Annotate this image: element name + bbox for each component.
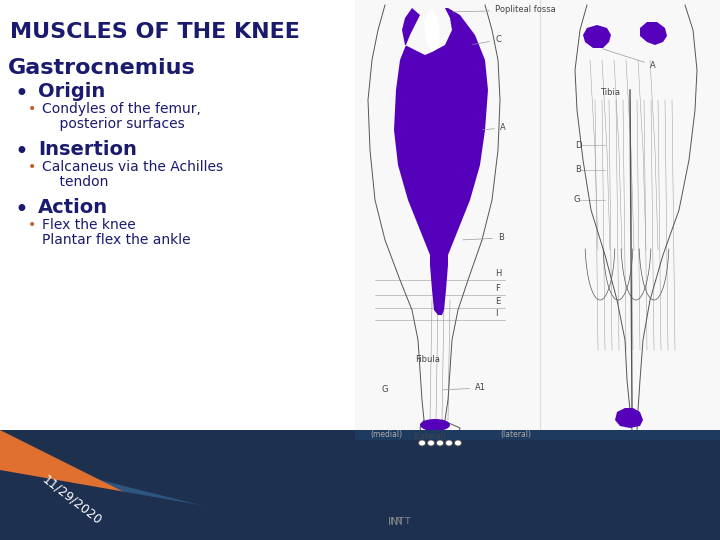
Text: B: B xyxy=(575,165,581,174)
Text: (lateral): (lateral) xyxy=(500,430,531,440)
Text: Gastrocnemius: Gastrocnemius xyxy=(8,58,196,78)
Text: H: H xyxy=(495,269,501,278)
Text: Condyles of the femur,: Condyles of the femur, xyxy=(42,102,201,116)
Text: I N T: I N T xyxy=(390,517,410,526)
Text: tendon: tendon xyxy=(42,175,109,189)
Text: MUSCLES OF THE KNEE: MUSCLES OF THE KNEE xyxy=(10,22,300,42)
Polygon shape xyxy=(615,408,643,428)
Text: •: • xyxy=(14,198,28,222)
Text: •: • xyxy=(14,82,28,106)
Text: E: E xyxy=(495,297,500,306)
Text: 11/29/2020: 11/29/2020 xyxy=(40,473,104,527)
Text: (Lateral): (Lateral) xyxy=(413,432,446,441)
Text: posterior surfaces: posterior surfaces xyxy=(42,117,185,131)
Text: A: A xyxy=(483,124,505,132)
Text: A1: A1 xyxy=(443,383,486,393)
Text: Fibula: Fibula xyxy=(415,355,440,364)
Polygon shape xyxy=(355,0,720,435)
Text: Action: Action xyxy=(38,198,108,217)
Text: D: D xyxy=(575,140,582,150)
Text: Plantar flex the ankle: Plantar flex the ankle xyxy=(42,233,191,247)
Text: C: C xyxy=(473,36,501,44)
Text: Insertion: Insertion xyxy=(38,140,137,159)
Polygon shape xyxy=(0,470,400,540)
Text: A: A xyxy=(603,49,656,70)
Text: •: • xyxy=(28,218,36,232)
Text: Flex the knee: Flex the knee xyxy=(42,218,136,232)
Text: •: • xyxy=(14,140,28,164)
Polygon shape xyxy=(0,430,220,540)
Text: Popliteal fossa: Popliteal fossa xyxy=(453,5,556,15)
Text: (medial): (medial) xyxy=(370,430,402,440)
Ellipse shape xyxy=(420,419,450,431)
Text: •: • xyxy=(28,102,36,116)
Ellipse shape xyxy=(436,440,444,446)
Text: INT: INT xyxy=(388,517,404,527)
Polygon shape xyxy=(640,22,667,45)
Polygon shape xyxy=(0,430,720,540)
Text: G: G xyxy=(382,386,389,395)
Ellipse shape xyxy=(454,440,462,446)
Text: I: I xyxy=(495,309,498,318)
Polygon shape xyxy=(394,8,488,315)
Text: B: B xyxy=(463,233,504,242)
Polygon shape xyxy=(0,0,720,430)
Ellipse shape xyxy=(428,440,434,446)
Text: Tibia: Tibia xyxy=(600,88,620,97)
Polygon shape xyxy=(583,25,611,48)
Text: F: F xyxy=(495,284,500,293)
Text: G: G xyxy=(573,195,580,205)
Polygon shape xyxy=(424,8,440,52)
Text: •: • xyxy=(28,160,36,174)
Ellipse shape xyxy=(446,440,452,446)
Polygon shape xyxy=(0,455,340,540)
Text: Calcaneus via the Achilles: Calcaneus via the Achilles xyxy=(42,160,223,174)
Text: Origin: Origin xyxy=(38,82,105,101)
Ellipse shape xyxy=(418,440,426,446)
Polygon shape xyxy=(355,430,720,440)
